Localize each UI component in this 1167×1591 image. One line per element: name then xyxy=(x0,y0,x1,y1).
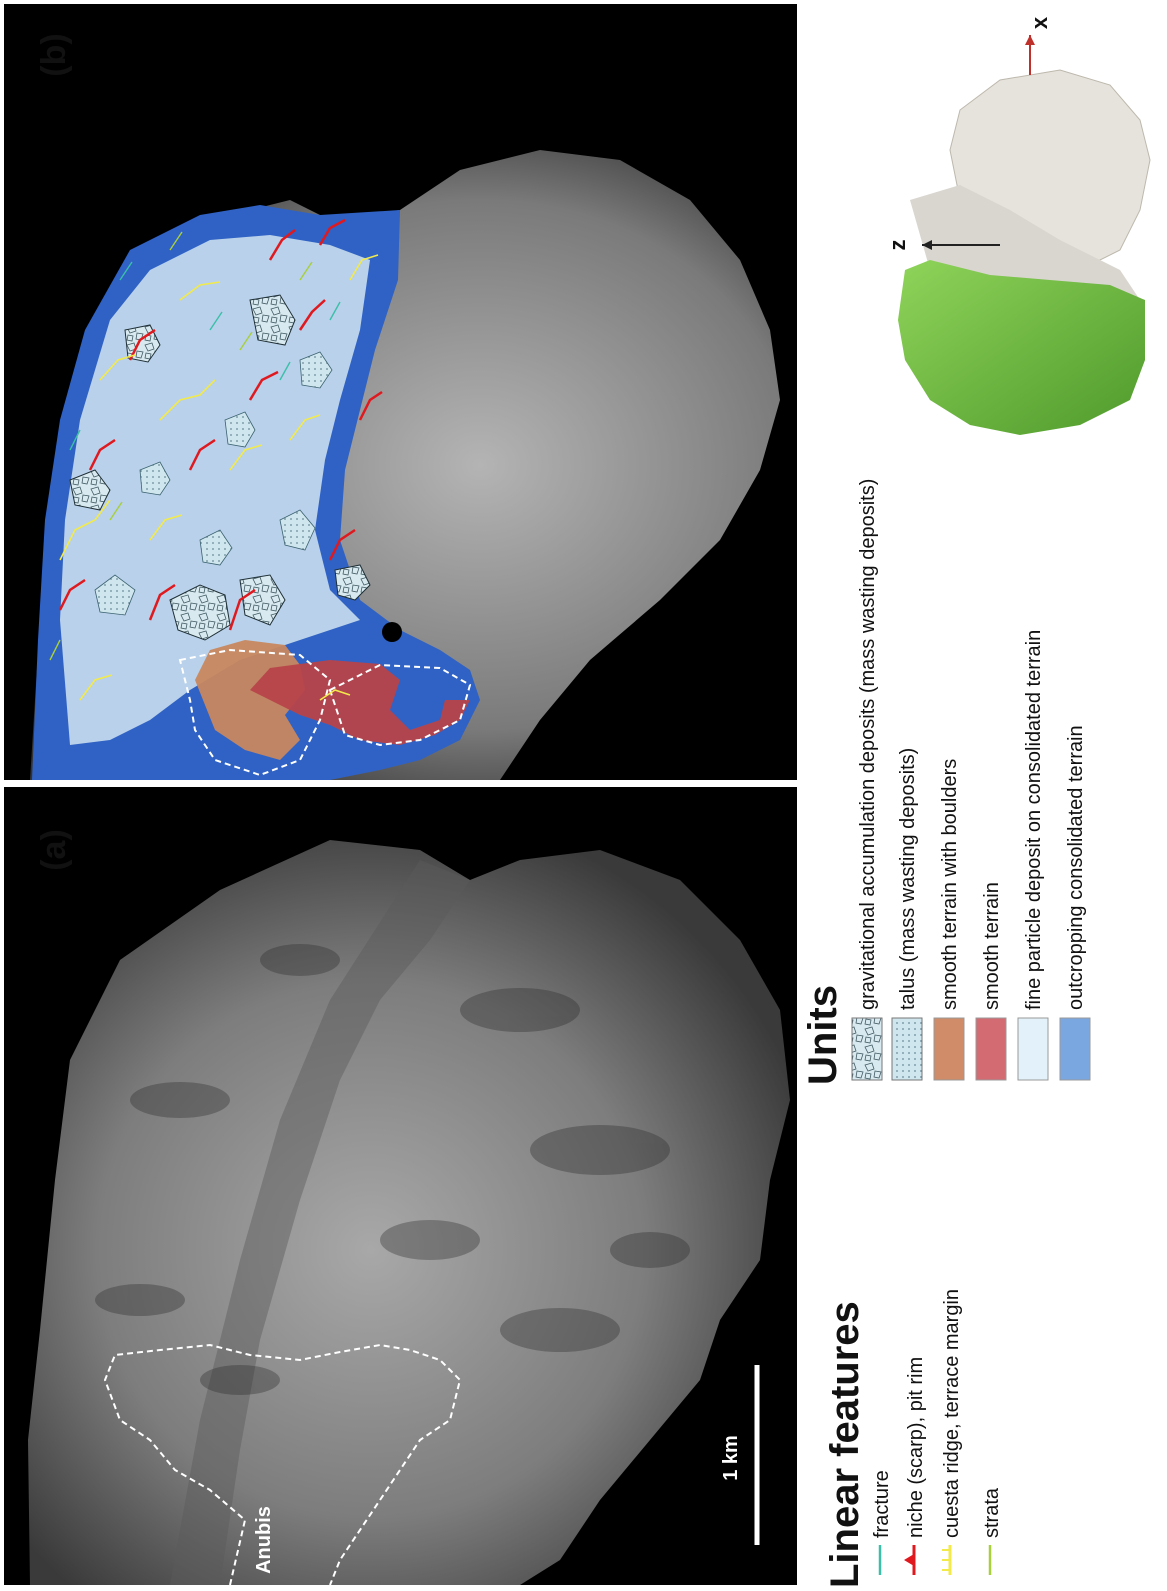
linear-feature-fracture-lines xyxy=(69,261,341,451)
unit-talus xyxy=(94,351,333,616)
legend-fine-particle-label: fine particle deposit on consolidated te… xyxy=(1023,630,1045,1010)
panel-a-nucleus-image xyxy=(28,840,790,1585)
anubis-label: Anubis xyxy=(253,1506,275,1574)
panel-a-surface-shadows xyxy=(95,944,690,1395)
panel-a: (a) Anubis 1 km xyxy=(4,787,797,1586)
legend-niche-label: niche (scarp), pit rim xyxy=(905,1357,927,1538)
mapped-lobe-fine-deposits xyxy=(60,235,370,745)
legend-smooth-terrain-label: smooth terrain xyxy=(981,882,1003,1010)
z-axis-arrowhead-icon xyxy=(922,240,932,250)
legend-units-title: Units xyxy=(801,985,845,1085)
legend-strata-label: strata xyxy=(981,1487,1003,1538)
legend-units: Units gravitational accumulation deposit… xyxy=(801,479,1091,1085)
outcropping-swatch-icon xyxy=(1059,1017,1091,1081)
gravitational-swatch-icon xyxy=(851,1017,883,1081)
cuesta-ticks-icon xyxy=(942,1549,950,1571)
shape-model: z x xyxy=(885,16,1151,435)
panel-a-neck-shadow xyxy=(170,860,470,1585)
linear-feature-cuesta-lines xyxy=(59,254,379,701)
anubis-region-outline xyxy=(103,1343,462,1586)
scale-bar-label: 1 km xyxy=(720,1435,742,1481)
panel-a-label: (a) xyxy=(35,829,73,871)
panel-b-dashed-outline xyxy=(328,663,472,747)
linear-feature-niche-lines xyxy=(58,218,383,631)
legend-gravitational-label: gravitational accumulation deposits (mas… xyxy=(857,479,879,1010)
pit xyxy=(382,622,402,642)
legend-linear-features: Linear features fracture niche (scarp), … xyxy=(823,1289,1003,1588)
legend-linear-features-title: Linear features xyxy=(823,1301,867,1588)
legend-smooth-boulders-label: smooth terrain with boulders xyxy=(939,759,961,1010)
smooth-boulders-swatch-icon xyxy=(933,1017,965,1081)
unit-smooth-terrain xyxy=(250,660,470,745)
legend-talus-label: talus (mass wasting deposits) xyxy=(897,748,919,1010)
panel-b-dashed-outline xyxy=(178,648,332,777)
panel-b-label: (b) xyxy=(35,33,73,76)
x-axis-arrowhead-icon xyxy=(1025,35,1035,45)
fine-particle-swatch-icon xyxy=(1017,1017,1049,1081)
linear-feature-strata-lines xyxy=(49,231,313,661)
niche-tooth-icon xyxy=(904,1554,914,1566)
shape-model-big-lobe-green xyxy=(898,260,1145,435)
panel-b: (b) xyxy=(4,4,797,780)
legend-outcropping-label: outcropping consolidated terrain xyxy=(1065,725,1087,1010)
legend-fracture-label: fracture xyxy=(871,1470,893,1538)
smooth-terrain-swatch-icon xyxy=(975,1017,1007,1081)
z-axis-label: z xyxy=(885,240,910,251)
x-axis-label: x xyxy=(1027,16,1052,29)
talus-swatch-icon xyxy=(891,1017,923,1081)
legend-cuesta-label: cuesta ridge, terrace margin xyxy=(941,1289,963,1538)
